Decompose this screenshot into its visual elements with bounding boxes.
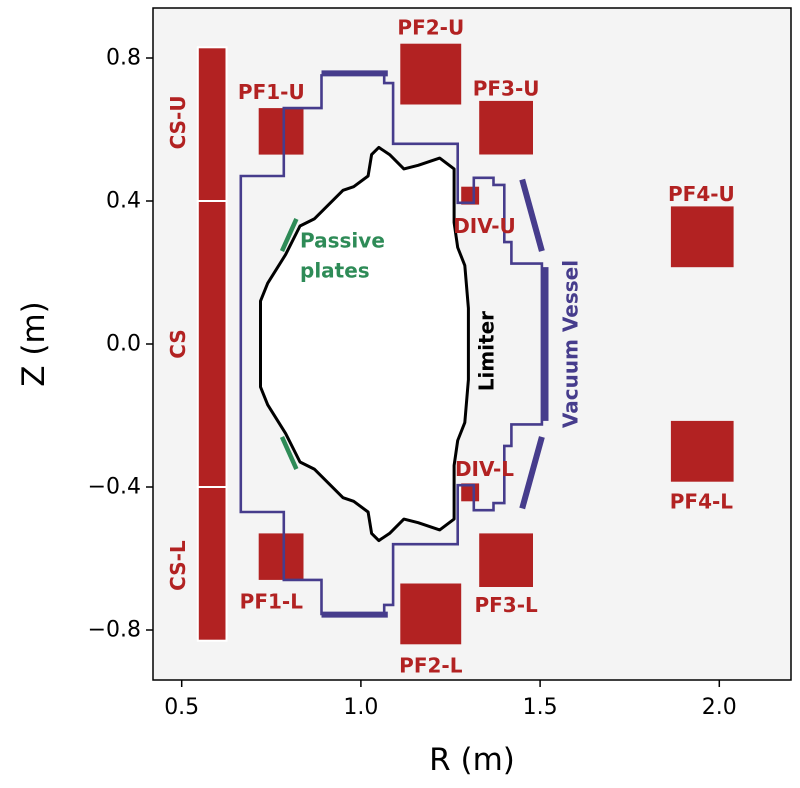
y-axis-label: Z (m) <box>16 301 52 386</box>
cs-coil <box>196 200 228 488</box>
passive-plate-upper-left <box>279 217 299 253</box>
plot-area <box>153 8 791 680</box>
y-tick-label: −0.8 <box>88 618 141 643</box>
pf3-u-coil <box>479 100 533 155</box>
pf1-l-coil <box>258 533 304 580</box>
pf3-u-label: PF3-U <box>473 76 540 100</box>
pf2-l-label: PF2-L <box>399 654 463 678</box>
cs-l-label: CS-L <box>166 540 190 591</box>
x-tick-label: 1.5 <box>523 695 558 720</box>
pf4-l-label: PF4-L <box>670 489 734 513</box>
vessel-upper-baffle <box>519 178 545 252</box>
passive-plates-label-line-2: plates <box>300 259 370 283</box>
y-tick-label: 0.4 <box>106 189 141 214</box>
limiter-outline <box>259 145 470 543</box>
cs-l-coil <box>196 486 228 642</box>
vessel-lower-baffle <box>519 436 545 510</box>
cs-label: CS <box>166 329 190 358</box>
vessel-outline <box>239 72 544 616</box>
pf3-l-coil <box>479 533 533 587</box>
y-tick-label: 0.0 <box>106 332 141 357</box>
pf2-l-coil <box>400 583 462 645</box>
limiter <box>259 145 470 543</box>
vacuum-vessel-label: Vacuum Vessel <box>559 260 583 428</box>
annotation-labels: CS-U CS CS-L PF1-U PF1-L PF2-U PF2-L PF3-U PF3-L… <box>166 16 735 678</box>
y-tick-label: −0.4 <box>88 475 141 500</box>
x-tick-label: 2.0 <box>702 695 737 720</box>
pf4-l-coil <box>670 420 734 482</box>
passive-plate-lower-left <box>279 435 299 471</box>
vacuum-vessel <box>239 70 549 618</box>
pf4-u-coil <box>670 206 734 268</box>
x-tick-label: 0.5 <box>164 695 199 720</box>
cs-u-label: CS-U <box>166 95 190 149</box>
cs-u-coil <box>196 46 228 202</box>
x-axis-label: R (m) <box>429 742 515 778</box>
coils-layer <box>196 43 734 645</box>
pf1-u-coil <box>258 108 304 155</box>
pf1-l-label: PF1-L <box>240 589 304 613</box>
pf1-u-label: PF1-U <box>238 80 305 104</box>
x-tick-label: 1.0 <box>343 695 378 720</box>
passive-plates-label-line-1: Passive <box>300 229 385 253</box>
y-tick-label: 0.8 <box>106 46 141 71</box>
axis-ticks: 0.5 1.0 1.5 2.0 0.8 0.4 0.0 −0.4 −0.8 <box>88 46 737 721</box>
pf2-u-label: PF2-U <box>397 16 464 40</box>
div-l-label: DIV-L <box>455 457 514 481</box>
pf3-l-label: PF3-L <box>474 593 538 617</box>
limiter-label: Limiter <box>474 311 498 391</box>
pf4-u-label: PF4-U <box>668 182 735 206</box>
pf2-u-coil <box>400 43 462 105</box>
div-u-label: DIV-U <box>453 214 516 238</box>
